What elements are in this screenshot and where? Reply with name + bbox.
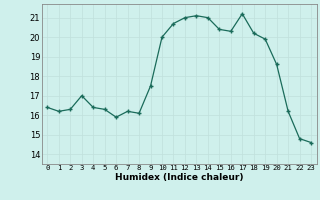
X-axis label: Humidex (Indice chaleur): Humidex (Indice chaleur) xyxy=(115,173,244,182)
